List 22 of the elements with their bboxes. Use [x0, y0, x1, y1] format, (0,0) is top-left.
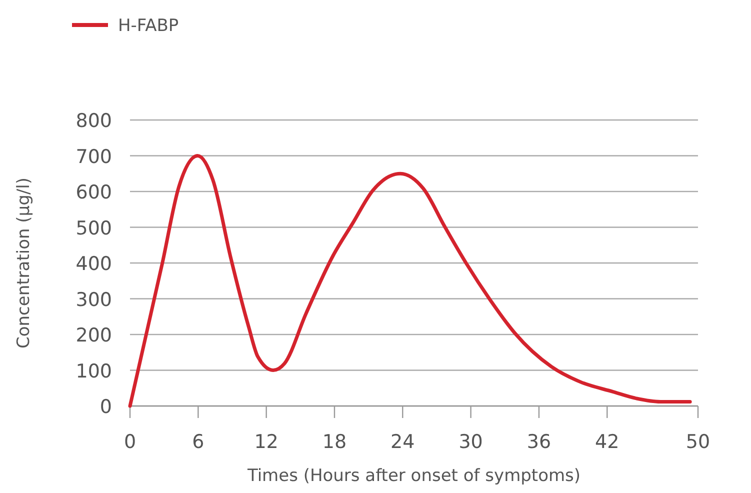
y-tick-label: 700 [76, 146, 112, 168]
x-tick-label: 36 [526, 431, 552, 453]
y-tick-label: 200 [76, 324, 112, 346]
y-tick-label: 0 [100, 396, 112, 418]
x-tick-label: 30 [458, 431, 483, 453]
line-series [128, 154, 692, 408]
y-tick-label: 600 [76, 182, 112, 204]
y-tick-label: 100 [76, 360, 112, 382]
x-tick-label: 42 [595, 431, 620, 453]
x-tick-label: 24 [390, 431, 415, 453]
y-tick-label: 800 [76, 110, 112, 132]
y-tick-label: 500 [76, 217, 112, 240]
y-axis-title: Concentration (µg/l) [14, 178, 34, 348]
x-tick-label: 12 [254, 431, 278, 453]
y-tick-label: 300 [76, 288, 112, 311]
y-tick-label: 400 [76, 253, 112, 275]
x-tick-label: 6 [192, 431, 204, 453]
x-tick-label: 50 [686, 431, 710, 453]
legend-label: H-FABP [118, 16, 179, 36]
x-tick-label: 18 [322, 431, 347, 453]
x-tick-label: 0 [124, 431, 136, 453]
x-axis-title: Times (Hours after onset of symptoms) [246, 466, 581, 486]
